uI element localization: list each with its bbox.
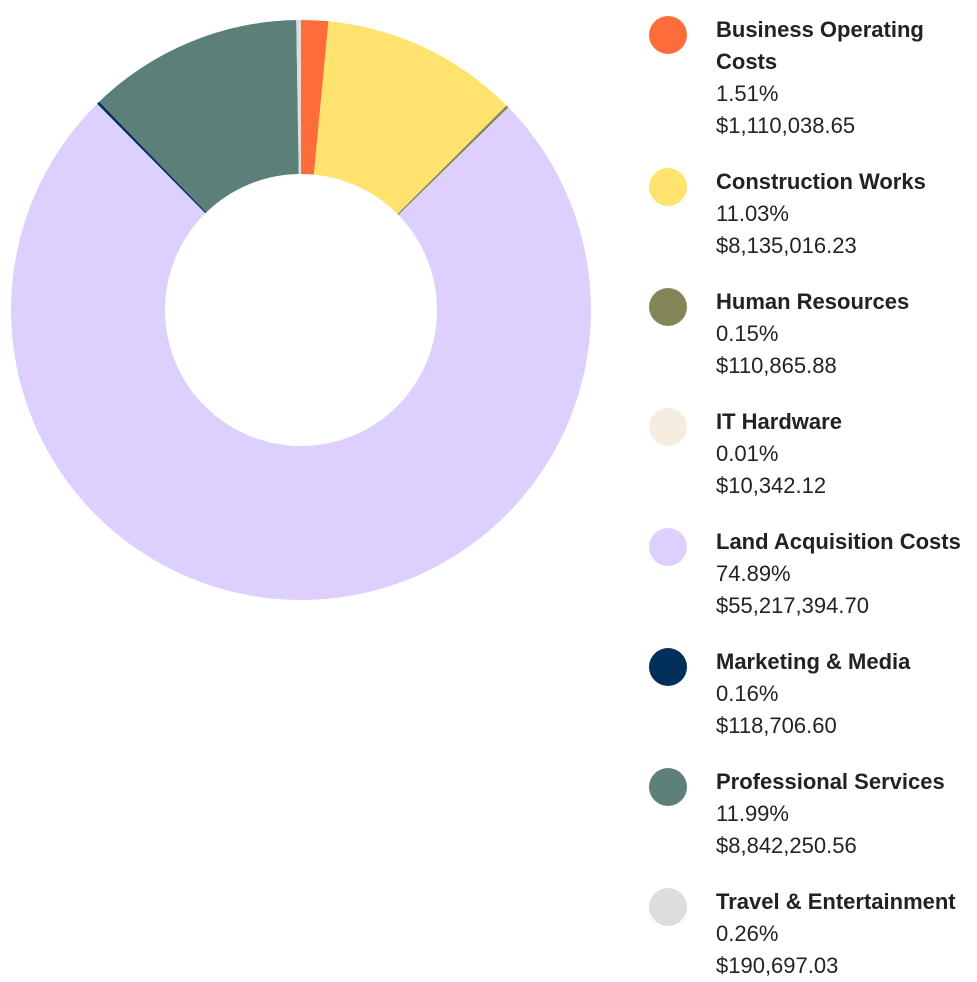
legend-percent: 0.15% <box>716 321 779 346</box>
legend-percent: 1.51% <box>716 81 779 106</box>
legend-item: Business Operating Costs 1.51% $1,110,038.… <box>648 14 977 142</box>
legend-percent: 11.99% <box>716 801 789 826</box>
legend-label: Construction Works <box>716 169 926 194</box>
legend-amount: $190,697.03 <box>716 953 839 978</box>
legend-percent: 0.01% <box>716 441 779 466</box>
legend-swatch <box>649 768 687 806</box>
legend-swatch <box>649 528 687 566</box>
legend-amount: $8,842,250.56 <box>716 833 857 858</box>
donut-segment <box>99 20 299 213</box>
legend-percent: 11.03% <box>716 201 789 226</box>
legend-percent: 0.26% <box>716 921 779 946</box>
legend-percent: 74.89% <box>716 561 791 586</box>
legend-item: IT Hardware 0.01% $10,342.12 <box>648 406 977 502</box>
donut-segment <box>301 20 329 175</box>
legend-label: Business Operating Costs <box>716 17 924 74</box>
legend-label: Marketing & Media <box>716 649 911 674</box>
legend-swatch <box>649 888 687 926</box>
legend-item: Professional Services 11.99% $8,842,250.56 <box>648 766 977 862</box>
legend-label: IT Hardware <box>716 409 842 434</box>
legend: Business Operating Costs 1.51% $1,110,038.… <box>648 14 977 982</box>
legend-item: Human Resources 0.15% $110,865.88 <box>648 286 977 382</box>
donut-segment <box>313 21 507 215</box>
legend-amount: $8,135,016.23 <box>716 233 857 258</box>
legend-amount: $110,865.88 <box>716 353 837 378</box>
legend-swatch <box>649 408 687 446</box>
legend-amount: $1,110,038.65 <box>716 113 856 138</box>
donut-chart <box>11 20 592 600</box>
legend-swatch <box>649 288 687 326</box>
legend-label: Professional Services <box>716 769 945 794</box>
legend-item: Travel & Entertainment 0.26% $190,697.03 <box>648 886 977 982</box>
legend-label: Land Acquisition Costs <box>716 529 961 554</box>
donut-segment <box>398 107 509 216</box>
legend-amount: $10,342.12 <box>716 473 827 498</box>
legend-amount: $118,706.60 <box>716 713 837 738</box>
donut-segment <box>397 105 509 215</box>
legend-item: Construction Works 11.03% $8,135,016.23 <box>648 166 977 262</box>
legend-label: Human Resources <box>716 289 910 314</box>
donut-segment <box>97 101 207 214</box>
legend-percent: 0.16% <box>716 681 779 706</box>
legend-amount: $55,217,394.70 <box>716 593 869 618</box>
legend-item: Land Acquisition Costs 74.89% $55,217,394.… <box>648 526 977 622</box>
legend-swatch <box>649 16 687 54</box>
donut-segment <box>11 103 592 600</box>
legend-swatch <box>649 648 687 686</box>
legend-item: Marketing & Media 0.16% $118,706.60 <box>648 646 977 742</box>
legend-swatch <box>649 168 687 206</box>
donut-segment <box>296 20 301 175</box>
legend-label: Travel & Entertainment <box>716 889 956 914</box>
